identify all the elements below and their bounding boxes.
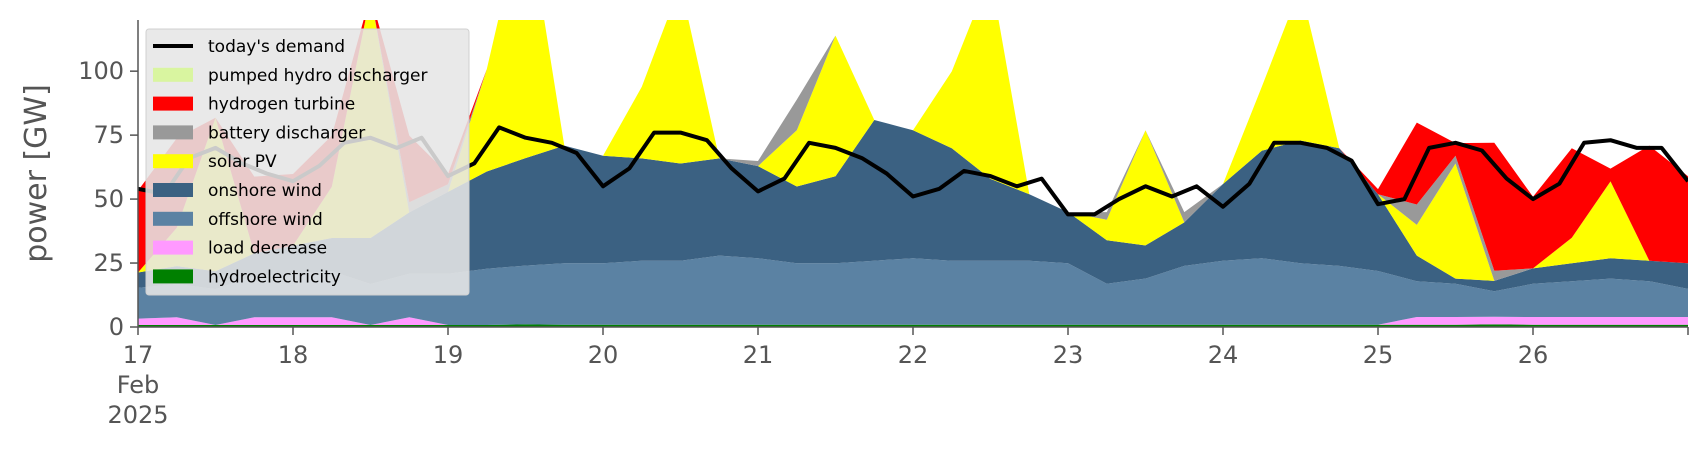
x-tick-label: 25 [1363,341,1394,369]
legend-label-battery-discharger: battery discharger [208,123,365,143]
legend-swatch-load-decrease [153,240,193,255]
x-tick-label: 24 [1208,341,1239,369]
y-tick-label: 75 [93,121,124,149]
legend-swatch-hydrogen-turbine [153,96,193,111]
legend-swatch-pumped-hydro-discharger [153,67,193,82]
x-tick-label: 22 [898,341,929,369]
x-tick-label: 23 [1053,341,1084,369]
legend-label-hydroelectricity: hydroelectricity [208,267,341,287]
legend-label-today-s-demand: today's demand [208,37,345,57]
legend: today's demand pumped hydro discharger hyd… [145,28,470,296]
area-offshore-wind [138,255,1688,325]
area-solar-pv [138,20,1688,281]
stacked-area-layer [138,20,1688,327]
area-hydrogen-turbine [138,20,1688,273]
area-onshore-wind [138,120,1688,292]
y-tick-label: 100 [78,57,124,85]
legend-label-load-decrease: load decrease [208,239,327,259]
y-tick-label: 0 [109,313,124,341]
area-load-decrease [138,316,1688,325]
x-tick-label: 20 [588,341,619,369]
y-tick-label: 25 [93,249,124,277]
x-tick-label: 19 [433,341,464,369]
x-date-label: 2025 [107,401,168,429]
legend-label-pumped-hydro-discharger: pumped hydro discharger [208,66,427,86]
x-tick-label: 26 [1518,341,1549,369]
legend-label-hydrogen-turbine: hydrogen turbine [208,95,355,115]
legend-box [145,28,470,296]
legend-label-offshore-wind: offshore wind [208,210,323,230]
y-axis-title: power [GW] [19,84,54,263]
x-tick-label: 18 [278,341,309,369]
x-tick-label: 17 [123,341,154,369]
y-tick-label: 50 [93,185,124,213]
legend-swatch-solar-pv [153,154,193,169]
legend-swatch-hydroelectricity [153,269,193,284]
legend-swatch-offshore-wind [153,211,193,226]
legend-swatch-battery-discharger [153,125,193,140]
legend-label-solar-pv: solar PV [208,152,277,172]
legend-label-onshore-wind: onshore wind [208,181,322,201]
x-date-label: Feb [117,371,160,399]
x-tick-label: 21 [743,341,774,369]
legend-swatch-onshore-wind [153,183,193,197]
